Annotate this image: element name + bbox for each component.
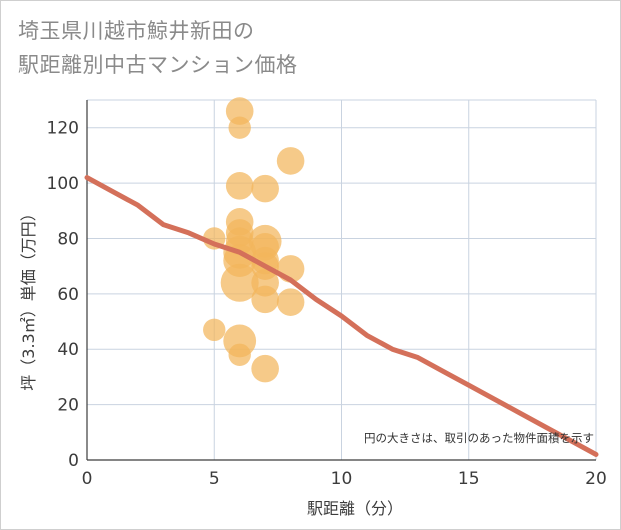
y-tick-label: 20 [57,396,79,416]
data-point [251,174,279,203]
x-axis-label: 駅距離（分） [307,499,403,518]
y-tick-label: 80 [57,229,79,249]
data-point [220,263,259,302]
x-tick-label: 5 [209,469,220,489]
data-point [228,116,251,139]
chart-title: 埼玉県川越市鯨井新田の 駅距離別中古マンション価格 [18,14,298,82]
y-tick-label: 120 [47,119,79,139]
axes [86,100,596,461]
bubble-size-note: 円の大きさは、取引のあった物件面積を示す [364,431,594,445]
grid-lines [87,99,597,460]
y-tick-label: 40 [57,340,79,360]
x-tick-label: 20 [585,469,607,489]
y-tick-label: 100 [47,174,79,194]
y-axis-label: 坪（3.3㎡）単価（万円） [19,205,38,390]
chart-title-line-2: 駅距離別中古マンション価格 [18,53,298,77]
trend-line-group [84,175,599,457]
data-point [276,288,305,316]
data-point [276,147,305,175]
x-tick-label: 10 [331,469,353,489]
data-point [225,97,254,125]
y-tick-label: 0 [68,451,79,471]
tick-labels: 0 5 10 15 20 0 20 40 60 80 100 120 [47,119,607,489]
x-tick-label: 0 [82,469,93,489]
data-point [228,343,251,366]
trend-line [84,175,599,457]
x-tick-label: 15 [458,469,480,489]
data-point [203,318,226,342]
data-point [225,172,254,200]
data-point [251,285,279,314]
data-point [251,354,279,383]
chart-title-line-1: 埼玉県川越市鯨井新田の [18,19,255,43]
bubble-series [203,97,305,383]
y-tick-label: 60 [57,285,79,305]
